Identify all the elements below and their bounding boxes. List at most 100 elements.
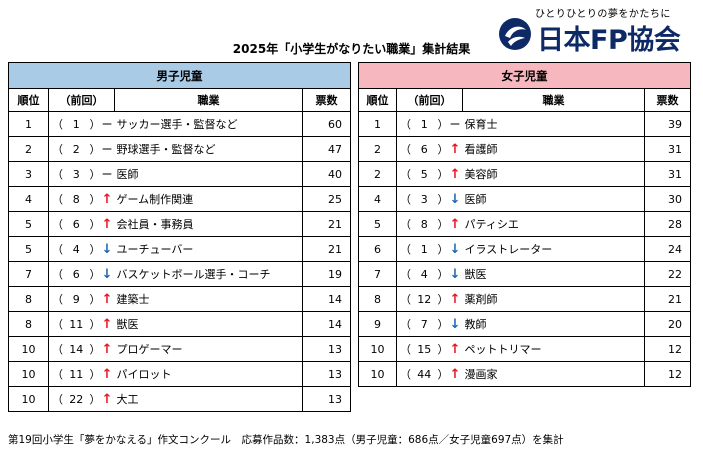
previous-rank-cell: （4） ↓ [48,236,115,262]
rank-cell: 10 [8,386,49,412]
rank-cell: 4 [8,186,49,212]
table-row: 10 （11） ↑ パイロット 13 [8,361,351,387]
votes-cell: 12 [644,336,691,362]
votes-cell: 12 [644,361,691,387]
table-row: 7 （4） ↓ 獣医 22 [358,261,691,287]
job-cell: 獣医 [462,261,645,287]
votes-cell: 40 [302,161,351,187]
rank-cell: 4 [358,186,397,212]
job-cell: 漫画家 [462,361,645,387]
table-row: 5 （6） ↑ 会社員・事務員 21 [8,211,351,237]
prev-header: （前回） [48,88,115,112]
votes-cell: 60 [302,111,351,137]
previous-rank-value: 3 [72,167,80,181]
previous-rank-cell: （2）ー [48,136,115,162]
logo-tagline: ひとりひとりの夢をかたちに [535,9,671,20]
table-row: 3 （3）ー医師 40 [8,161,351,187]
previous-rank-value: 15 [417,342,432,356]
table-row: 4 （3） ↓ 医師 30 [358,186,691,212]
previous-rank-value: 22 [69,392,84,406]
votes-cell: 21 [302,211,351,237]
votes-cell: 21 [644,286,691,312]
job-cell: 医師 [462,186,645,212]
logo-name: 日本FP協会 [537,25,681,56]
rank-cell: 6 [358,236,397,262]
votes-cell: 13 [302,336,351,362]
down-arrow-icon: ↓ [449,191,461,207]
rank-cell: 2 [8,136,49,162]
job-cell: ペットトリマー [462,336,645,362]
previous-rank-value: 6 [420,142,428,156]
previous-rank-cell: （15） ↑ [396,336,463,362]
previous-rank-cell: （8） ↑ [48,186,115,212]
up-arrow-icon: ↑ [101,341,113,357]
rank-cell: 7 [358,261,397,287]
fp-association-logo: ひとりひとりの夢をかたちに 日本FP協会 [497,2,697,56]
girls-ranking-table: 女子児童 順位 （前回） 職業 票数 1 （1）ー保育士 39 2 （6） ↑ 看護師 31 2… [358,62,691,387]
table-row: 8 （9） ↑ 建築士 14 [8,286,351,312]
votes-cell: 19 [302,261,351,287]
previous-rank-value: 6 [72,267,80,281]
prev-header: （前回） [396,88,463,112]
previous-rank-cell: （7） ↓ [396,311,463,337]
rank-cell: 5 [358,211,397,237]
votes-cell: 14 [302,286,351,312]
table-row: 9 （7） ↓ 教師 20 [358,311,691,337]
table-row: 5 （4） ↓ ユーチューバー 21 [8,236,351,262]
previous-rank-value: 6 [72,217,80,231]
previous-rank-cell: （14） ↑ [48,336,115,362]
rank-cell: 8 [8,286,49,312]
up-arrow-icon: ↑ [449,141,461,157]
table-row: 1 （1）ー保育士 39 [358,111,691,137]
rank-cell: 10 [358,361,397,387]
up-arrow-icon: ↑ [101,316,113,332]
table-row: 7 （6） ↓ バスケットボール選手・コーチ 19 [8,261,351,287]
table-row: 4 （8） ↑ ゲーム制作関連 25 [8,186,351,212]
rank-cell: 9 [358,311,397,337]
votes-cell: 14 [302,311,351,337]
job-cell: 看護師 [462,136,645,162]
votes-cell: 13 [302,361,351,387]
previous-rank-value: 7 [420,317,428,331]
previous-rank-value: 9 [72,292,80,306]
previous-rank-value: 1 [420,242,428,256]
previous-rank-cell: （1）ー [48,111,115,137]
rank-cell: 8 [8,311,49,337]
job-cell: 野球選手・監督など [114,136,303,162]
job-cell: 薬剤師 [462,286,645,312]
up-arrow-icon: ↑ [449,166,461,182]
previous-rank-cell: （12） ↑ [396,286,463,312]
rank-cell: 1 [8,111,49,137]
table-row: 2 （2）ー野球選手・監督など 47 [8,136,351,162]
up-arrow-icon: ↑ [449,216,461,232]
rank-cell: 10 [358,336,397,362]
up-arrow-icon: ↑ [101,291,113,307]
previous-rank-cell: （6） ↑ [396,136,463,162]
votes-cell: 21 [302,236,351,262]
no-change-icon: ー [101,118,113,131]
down-arrow-icon: ↓ [449,241,461,257]
rank-cell: 10 [8,361,49,387]
previous-rank-value: 4 [420,267,428,281]
previous-rank-cell: （11） ↑ [48,311,115,337]
previous-rank-cell: （9） ↑ [48,286,115,312]
table-row: 5 （8） ↑ パティシエ 28 [358,211,691,237]
boys-ranking-table: 男子児童 順位 （前回） 職業 票数 1 （1）ーサッカー選手・監督など 60 2 （2… [8,62,351,412]
previous-rank-cell: （11） ↑ [48,361,115,387]
job-cell: ユーチューバー [114,236,303,262]
previous-rank-cell: （5） ↑ [396,161,463,187]
job-cell: イラストレーター [462,236,645,262]
rank-header: 順位 [8,88,49,112]
table-row: 6 （1） ↓ イラストレーター 24 [358,236,691,262]
table-row: 1 （1）ーサッカー選手・監督など 60 [8,111,351,137]
job-cell: パティシエ [462,211,645,237]
job-cell: 獣医 [114,311,303,337]
previous-rank-cell: （6） ↓ [48,261,115,287]
previous-rank-cell: （3）ー [48,161,115,187]
up-arrow-icon: ↑ [101,216,113,232]
table-row: 2 （5） ↑ 美容師 31 [358,161,691,187]
up-arrow-icon: ↑ [101,391,113,407]
down-arrow-icon: ↓ [449,266,461,282]
job-cell: パイロット [114,361,303,387]
boys-header: 男子児童 [8,62,351,89]
